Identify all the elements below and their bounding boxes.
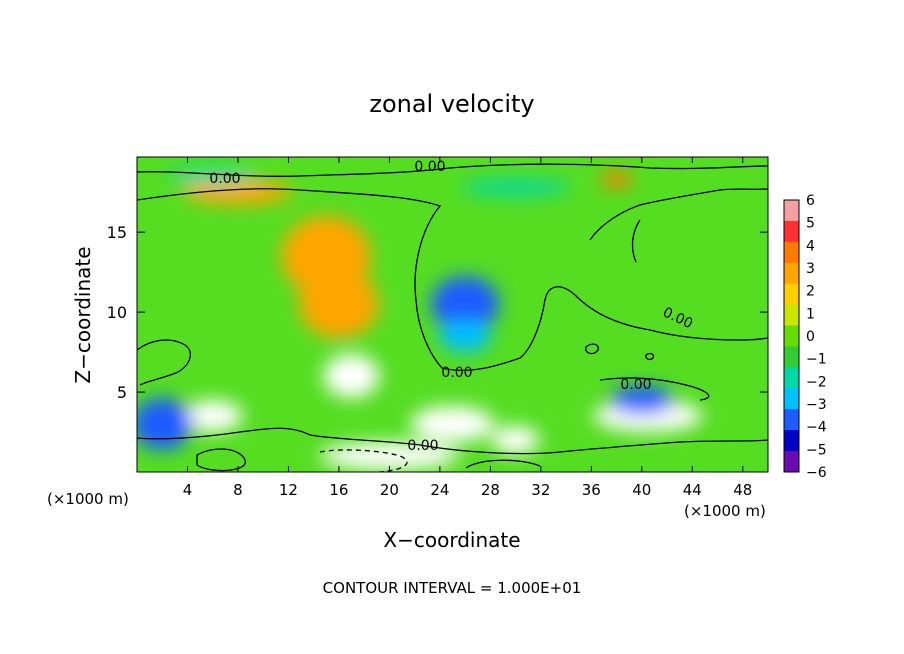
x-tick-label: 40 <box>632 481 651 499</box>
velocity-feature <box>167 168 258 185</box>
velocity-feature <box>410 406 495 443</box>
colorbar-label: 6 <box>806 193 815 209</box>
contour-label: 0.00 <box>620 377 651 393</box>
x-axis-label: X−coordinate <box>383 528 520 552</box>
colorbar-swatch <box>784 220 799 243</box>
x-unit-right: (×1000 m) <box>684 502 766 520</box>
contour-label: 0.00 <box>414 159 445 175</box>
x-tick-label: 44 <box>683 481 702 499</box>
contour-line <box>196 448 246 472</box>
colorbar-swatch <box>784 451 799 473</box>
zero-contours <box>137 163 768 472</box>
velocity-feature <box>460 179 571 196</box>
contour-line <box>137 339 191 386</box>
velocity-feature <box>600 171 633 188</box>
contour-line <box>645 352 655 361</box>
contour-line <box>137 188 768 371</box>
y-tick-label: 15 <box>107 223 127 242</box>
colorbar-label: 5 <box>806 216 815 232</box>
contour-line <box>319 449 408 472</box>
y-axis-label: Z−coordinate <box>71 246 95 383</box>
colorbar-label: −3 <box>806 397 827 413</box>
x-tick-label: 48 <box>733 481 752 499</box>
velocity-feature <box>137 398 193 451</box>
velocity-feature <box>431 276 500 333</box>
x-tick-label: 4 <box>183 481 193 499</box>
colorbar-swatch <box>784 241 799 264</box>
contour-label: 0.00 <box>209 171 240 187</box>
velocity-feature <box>609 386 674 415</box>
colorbar-label: 1 <box>806 306 815 322</box>
x-tick-label: 28 <box>481 481 500 499</box>
colorbar-frame <box>783 199 800 473</box>
chart-title: zonal velocity <box>369 90 534 118</box>
plot-frame <box>136 156 769 473</box>
contour-line <box>631 219 641 263</box>
colorbar-swatch <box>784 409 799 431</box>
colorbar-label: 0 <box>806 329 815 345</box>
x-tick-label: 20 <box>380 481 399 499</box>
colorbar-swatch <box>784 283 799 306</box>
velocity-feature <box>182 400 243 433</box>
colorbar: 6 5 4 3 2 1 0 −1 −2 −3 −4 −5 −6 <box>783 193 827 481</box>
contour-line <box>137 163 768 177</box>
velocity-feature <box>439 320 492 353</box>
colorbar-swatch <box>784 325 799 347</box>
colorbar-label: −4 <box>806 420 827 436</box>
colorbar-label: −1 <box>806 352 827 368</box>
x-tick-label: 8 <box>233 481 243 499</box>
colorbar-label: 3 <box>806 261 815 277</box>
y-axis: 5 10 15 <box>107 223 768 402</box>
contour-label: 0.00 <box>441 365 472 381</box>
velocity-feature <box>182 180 293 205</box>
x-tick-label: 16 <box>329 481 348 499</box>
colorbar-label: 2 <box>806 284 815 300</box>
contour-line <box>589 188 768 241</box>
colorbar-label: −5 <box>806 442 827 458</box>
y-tick-label: 10 <box>107 303 127 322</box>
colorbar-swatch <box>784 430 799 452</box>
x-tick-label: 32 <box>531 481 550 499</box>
colorbar-swatch <box>784 388 799 410</box>
x-tick-label: 36 <box>582 481 601 499</box>
y-tick-label: 5 <box>117 383 127 402</box>
velocity-feature <box>281 216 372 297</box>
plot-area: 0.000.000.000.000.000.00 <box>137 157 768 472</box>
contour-line <box>599 377 710 401</box>
colorbar-swatch <box>784 200 799 222</box>
colorbar-label: 4 <box>806 238 815 254</box>
velocity-field <box>137 168 704 471</box>
contour-line <box>465 459 541 469</box>
colorbar-label: −6 <box>806 465 827 481</box>
contour-line <box>137 427 768 455</box>
colorbar-swatch <box>784 346 799 368</box>
x-unit-left: (×1000 m) <box>47 490 129 508</box>
velocity-feature <box>323 354 380 399</box>
x-tick-label: 24 <box>430 481 449 499</box>
x-tick-label: 12 <box>279 481 298 499</box>
colorbar-swatch <box>784 367 799 389</box>
contour-line <box>585 343 599 355</box>
colorbar-swatch <box>784 304 799 327</box>
velocity-feature <box>319 442 460 471</box>
velocity-feature <box>491 426 540 455</box>
x-axis: 4 8 12 16 20 24 28 32 36 40 44 48 <box>183 157 752 499</box>
colorbar-label: −2 <box>806 374 827 390</box>
contour-interval-footer: CONTOUR INTERVAL = 1.000E+01 <box>323 579 582 597</box>
colorbar-swatch <box>784 262 799 285</box>
contour-label: 0.00 <box>407 438 438 454</box>
